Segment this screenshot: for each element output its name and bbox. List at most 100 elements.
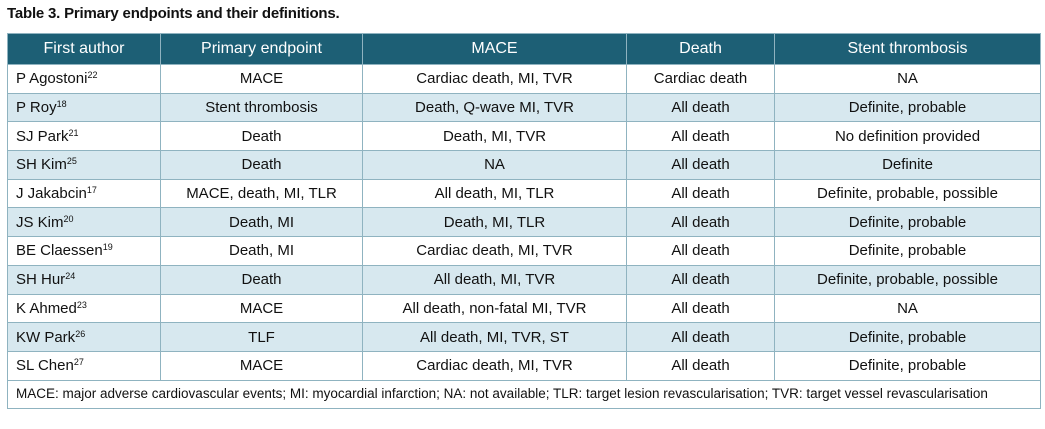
footnote-row: MACE: major adverse cardiovascular event… (7, 379, 1041, 409)
table-row: BE Claessen19 Death, MI Cardiac death, MI,… (7, 236, 1041, 266)
author-cell: SJ Park21 (7, 121, 161, 152)
author-cell: SH Hur24 (7, 264, 161, 295)
table-cell: Death, MI, TVR (362, 121, 627, 152)
table-cell: All death (626, 207, 775, 238)
table-cell: All death, MI, TVR (362, 264, 627, 295)
author-cell: SL Chen27 (7, 350, 161, 381)
reference-number: 18 (56, 99, 67, 110)
table-cell: MACE, death, MI, TLR (160, 178, 363, 209)
footnote: MACE: major adverse cardiovascular event… (7, 379, 1041, 409)
author-cell: KW Park26 (7, 322, 161, 352)
table-cell: Death (160, 150, 363, 180)
table-cell: All death, non-fatal MI, TVR (362, 293, 627, 324)
table-cell: All death, MI, TVR, ST (362, 322, 627, 352)
column-header: First author (7, 33, 161, 65)
table-cell: All death (626, 293, 775, 324)
table-cell: All death (626, 150, 775, 180)
table-cell: All death (626, 178, 775, 209)
reference-number: 23 (76, 299, 87, 310)
table-cell: All death (626, 236, 775, 266)
table-cell: All death (626, 121, 775, 152)
table-cell: NA (774, 64, 1041, 94)
reference-number: 24 (65, 271, 76, 282)
column-header: Stent thrombosis (774, 33, 1041, 65)
table-row: KW Park26 TLF All death, MI, TVR, ST All de… (7, 322, 1041, 352)
reference-number: 25 (66, 156, 77, 167)
column-header: Death (626, 33, 775, 65)
table-cell: Death (160, 264, 363, 295)
author-name: K Ahmed (16, 299, 77, 317)
author-name: P Roy (16, 99, 57, 117)
table-cell: MACE (160, 293, 363, 324)
table-cell: All death (626, 322, 775, 352)
table-cell: Death, MI (160, 207, 363, 238)
column-header: Primary endpoint (160, 33, 363, 65)
author-name: SH Hur (16, 271, 66, 289)
reference-number: 27 (73, 357, 84, 368)
table-cell: Definite, probable (774, 350, 1041, 381)
author-name: J Jakabcin (16, 185, 87, 203)
author-cell: P Roy18 (7, 92, 161, 123)
author-cell: JS Kim20 (7, 207, 161, 238)
author-name: KW Park (16, 328, 76, 346)
table-row: SJ Park21 Death Death, MI, TVR All death No … (7, 121, 1041, 152)
table-cell: Cardiac death, MI, TVR (362, 350, 627, 381)
reference-number: 21 (68, 127, 79, 138)
reference-number: 17 (86, 185, 97, 196)
table-cell: All death (626, 264, 775, 295)
table-row: SH Kim25 Death NA All death Definite (7, 150, 1041, 180)
column-header: MACE (362, 33, 627, 65)
table-cell: Death, MI, TLR (362, 207, 627, 238)
table-cell: MACE (160, 350, 363, 381)
table-row: SL Chen27 MACE Cardiac death, MI, TVR All d… (7, 350, 1041, 381)
table-cell: Definite, probable, possible (774, 264, 1041, 295)
table-cell: Cardiac death, MI, TVR (362, 64, 627, 94)
table-cell: All death (626, 92, 775, 123)
author-cell: K Ahmed23 (7, 293, 161, 324)
table-cell: Death, MI (160, 236, 363, 266)
table-cell: All death, MI, TLR (362, 178, 627, 209)
table-cell: Stent thrombosis (160, 92, 363, 123)
author-name: BE Claessen (16, 242, 103, 260)
table-row: P Agostoni22 MACE Cardiac death, MI, TVR Ca… (7, 64, 1041, 94)
table-cell: Definite (774, 150, 1041, 180)
author-cell: P Agostoni22 (7, 64, 161, 94)
author-name: SH Kim (16, 156, 67, 174)
header-row: First author Primary endpoint MACE Death Ste… (7, 33, 1041, 65)
table-cell: Definite, probable (774, 236, 1041, 266)
table-row: K Ahmed23 MACE All death, non-fatal MI, TV… (7, 293, 1041, 324)
table-cell: Cardiac death (626, 64, 775, 94)
table-cell: Cardiac death, MI, TVR (362, 236, 627, 266)
table-cell: NA (362, 150, 627, 180)
table-cell: Death, Q-wave MI, TVR (362, 92, 627, 123)
table-cell: MACE (160, 64, 363, 94)
table-cell: Definite, probable, possible (774, 178, 1041, 209)
table-row: JS Kim20 Death, MI Death, MI, TLR All death… (7, 207, 1041, 238)
reference-number: 19 (102, 242, 113, 253)
table-row: SH Hur24 Death All death, MI, TVR All death… (7, 264, 1041, 295)
author-name: SJ Park (16, 127, 69, 145)
table-cell: TLF (160, 322, 363, 352)
author-name: P Agostoni (16, 70, 88, 88)
table-cell: Death (160, 121, 363, 152)
table-row: J Jakabcin17 MACE, death, MI, TLR All deat… (7, 178, 1041, 209)
reference-number: 20 (63, 213, 74, 224)
author-cell: BE Claessen19 (7, 236, 161, 266)
table-cell: NA (774, 293, 1041, 324)
table-cell: Definite, probable (774, 207, 1041, 238)
author-name: SL Chen (16, 357, 74, 375)
reference-number: 26 (75, 328, 86, 339)
table-cell: Definite, probable (774, 92, 1041, 123)
table-cell: No definition provided (774, 121, 1041, 152)
table-body: P Agostoni22 MACE Cardiac death, MI, TVR Ca… (7, 64, 1041, 409)
author-cell: J Jakabcin17 (7, 178, 161, 209)
endpoints-table: First author Primary endpoint MACE Death Ste… (7, 33, 1041, 409)
author-cell: SH Kim25 (7, 150, 161, 180)
table-row: P Roy18 Stent thrombosis Death, Q-wave MI,… (7, 92, 1041, 123)
table-cell: All death (626, 350, 775, 381)
author-name: JS Kim (16, 213, 64, 231)
reference-number: 22 (87, 70, 98, 81)
table-cell: Definite, probable (774, 322, 1041, 352)
